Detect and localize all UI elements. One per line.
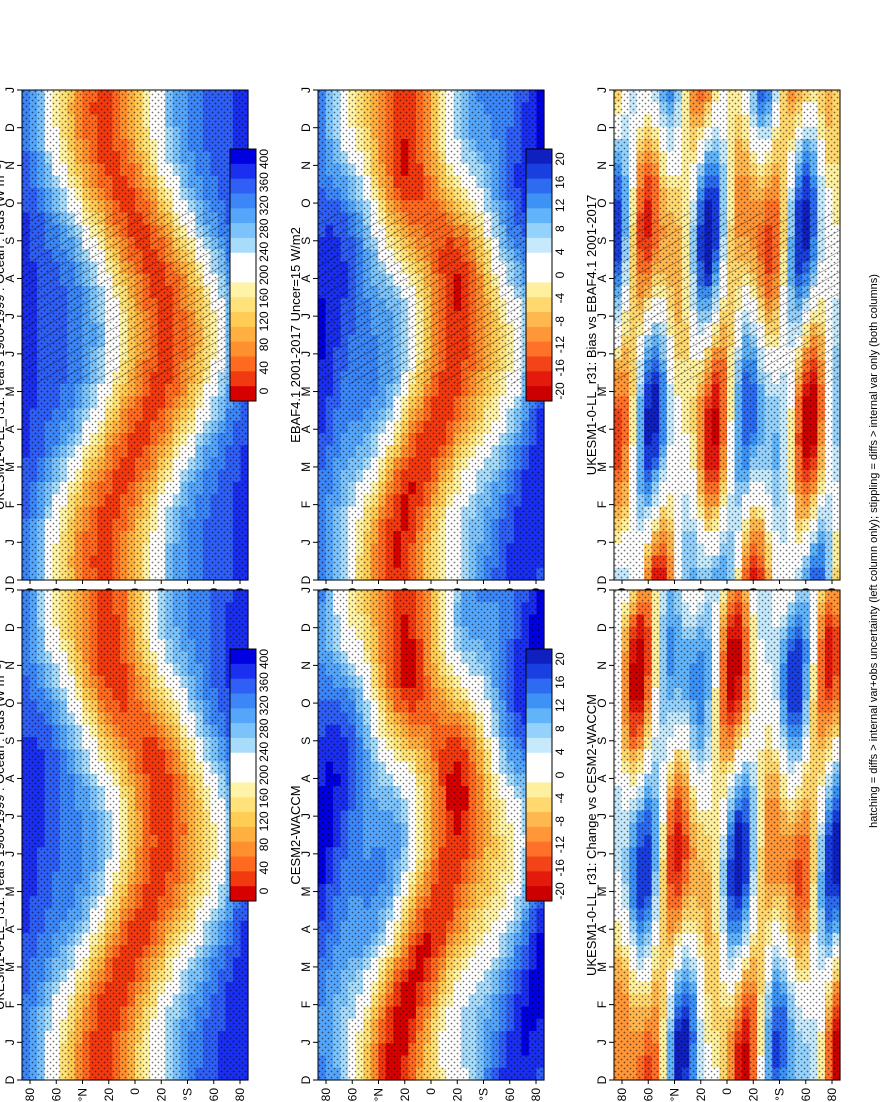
lat-tick-label: °S bbox=[181, 1088, 195, 1101]
month-tick-label: A bbox=[3, 774, 17, 782]
colorbar-label: 400 bbox=[257, 149, 271, 169]
month-tick-label: J bbox=[3, 587, 17, 593]
lat-tick-label: 20 bbox=[102, 1088, 116, 1102]
month-tick-label: M bbox=[3, 887, 17, 897]
lat-tick-label: 0 bbox=[128, 1088, 142, 1095]
panel-p2: D J F M A M J J A S O N D J 80 60 °N 20 0 20 °S 60 80 UKESM1-0-… bbox=[0, 587, 249, 1101]
colorbar-swatch bbox=[230, 163, 256, 180]
month-tick-label: A bbox=[3, 274, 17, 282]
colorbar-label: 200 bbox=[257, 265, 271, 285]
colorbar-swatch bbox=[230, 267, 256, 283]
colorbar-swatch bbox=[230, 149, 256, 165]
month-tick-label: D bbox=[3, 1075, 17, 1084]
panel-title: UKESM1-0-LL_r31: Years 1980-1999 : Ocean… bbox=[0, 160, 7, 510]
colorbar-label: 80 bbox=[257, 338, 271, 352]
colorbar-frame bbox=[229, 148, 257, 402]
month-tick-label: S bbox=[3, 737, 17, 745]
panel-p1: DJFMAMJJASONDJ8060°N20020°S6080UKESM1-0-… bbox=[0, 87, 249, 601]
colorbar-swatch bbox=[230, 371, 256, 387]
month-tick-label: J bbox=[3, 313, 17, 319]
colorbar-swatch bbox=[230, 223, 256, 239]
colorbar-label: 40 bbox=[257, 361, 271, 375]
colorbar-swatch bbox=[230, 297, 256, 313]
month-tick-label: O bbox=[3, 698, 17, 707]
colorbar-swatch bbox=[230, 193, 256, 209]
stippling-overlay bbox=[22, 590, 248, 1080]
colorbar-label: 240 bbox=[257, 241, 271, 261]
month-tick-label: D bbox=[299, 123, 313, 132]
colorbar-swatch bbox=[230, 208, 256, 224]
month-tick-label: M bbox=[299, 387, 313, 397]
month-tick-label: J bbox=[3, 851, 17, 857]
month-tick-label: N bbox=[3, 661, 17, 670]
panel-title: EBAF4.1 2001-2017 Uncer=15 W/m2 bbox=[288, 227, 303, 443]
colorbar-swatch bbox=[230, 312, 256, 328]
month-tick-label: M bbox=[3, 962, 17, 972]
month-tick-label: J bbox=[3, 813, 17, 819]
colorbar-label: 160 bbox=[257, 288, 271, 308]
month-tick-label: S bbox=[299, 237, 313, 245]
month-tick-label: A bbox=[3, 425, 17, 433]
month-tick-label: F bbox=[3, 501, 17, 508]
month-tick-label: N bbox=[3, 161, 17, 170]
month-tick-label: A bbox=[299, 274, 313, 282]
colorbar-swatch bbox=[230, 326, 256, 343]
month-tick-label: J bbox=[3, 87, 17, 93]
month-tick-label: A bbox=[299, 425, 313, 433]
colorbar-label: 360 bbox=[257, 172, 271, 192]
month-tick-label: S bbox=[3, 237, 17, 245]
colorbar-swatch bbox=[230, 386, 256, 402]
month-tick-label: F bbox=[3, 1001, 17, 1008]
hatching-overlay bbox=[318, 212, 544, 384]
colorbar-swatch bbox=[230, 178, 256, 194]
month-tick-label: M bbox=[3, 462, 17, 472]
month-tick-label: M bbox=[3, 387, 17, 397]
colorbar-swatch bbox=[230, 356, 256, 372]
month-tick-label: O bbox=[299, 198, 313, 207]
month-tick-label: J bbox=[3, 1039, 17, 1045]
month-tick-label: J bbox=[299, 539, 313, 545]
hatching-overlay bbox=[22, 212, 248, 384]
month-tick-label: J bbox=[299, 351, 313, 357]
colorbar-swatch bbox=[230, 237, 256, 254]
month-tick-label: J bbox=[299, 313, 313, 319]
month-tick-label: A bbox=[3, 925, 17, 933]
lat-tick-label: 80 bbox=[233, 1088, 247, 1102]
colorbar-label: 120 bbox=[257, 311, 271, 331]
lat-tick-label: 60 bbox=[49, 1088, 63, 1102]
colorbar-swatch bbox=[230, 252, 256, 269]
lat-tick-label: °N bbox=[76, 1088, 90, 1101]
lat-tick-label: 20 bbox=[154, 1088, 168, 1102]
colorbar-swatch bbox=[230, 341, 256, 358]
month-tick-label: D bbox=[3, 123, 17, 132]
panel-title: UKESM1-0-LL_r31: Years 1980-1999 : Ocean… bbox=[0, 660, 7, 1010]
lat-tick-label: 80 bbox=[23, 1088, 37, 1102]
month-tick-label: J bbox=[3, 539, 17, 545]
month-tick-label: J bbox=[299, 87, 313, 93]
month-tick-label: D bbox=[299, 575, 313, 584]
lat-tick-label: 60 bbox=[207, 1088, 221, 1102]
month-tick-label: O bbox=[3, 198, 17, 207]
colorbar-swatch bbox=[230, 282, 256, 298]
month-tick-label: J bbox=[3, 351, 17, 357]
colorbar-label: 320 bbox=[257, 195, 271, 215]
month-tick-label: N bbox=[299, 161, 313, 170]
colorbar-label: 0 bbox=[257, 387, 271, 394]
month-tick-label: D bbox=[3, 575, 17, 584]
colorbar-label: 280 bbox=[257, 218, 271, 238]
month-tick-label: F bbox=[299, 501, 313, 508]
month-tick-label: D bbox=[3, 623, 17, 632]
month-tick-label: M bbox=[299, 462, 313, 472]
